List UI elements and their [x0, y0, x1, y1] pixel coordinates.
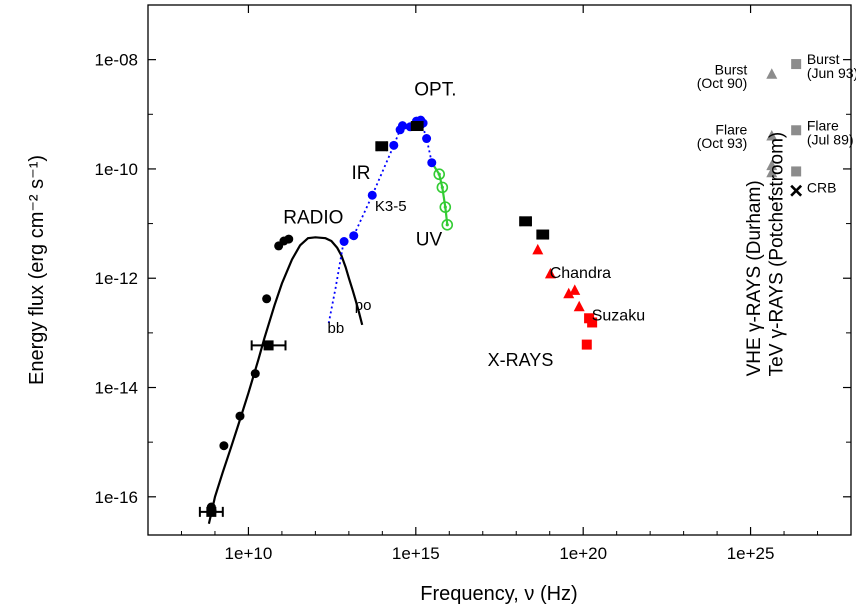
point-UV-center	[444, 206, 447, 209]
x-tick-label: 1e+20	[559, 544, 607, 563]
y-tick-label: 1e-10	[95, 160, 138, 179]
x-axis-title: Frequency, ν (Hz)	[420, 583, 577, 605]
point-X-RAYS	[538, 230, 548, 240]
annotation-label: (Jul 89)	[807, 132, 854, 148]
point-RADIO	[262, 294, 271, 303]
annotation-label: bb	[327, 320, 344, 337]
point-IR	[427, 158, 436, 167]
point-TeV γ-RAYS (Potchefstroom)	[791, 59, 801, 69]
annotation-label: UV	[416, 229, 443, 250]
annotation-label: IR	[352, 163, 371, 184]
annotation-label: (Jun 93)	[807, 65, 856, 81]
data-points	[200, 59, 801, 517]
annotation-label: Chandra	[550, 265, 611, 282]
curve-po	[209, 237, 362, 524]
point-IR	[340, 237, 349, 246]
point-OPT.	[412, 121, 422, 131]
annotation-label: (Oct 90)	[697, 75, 748, 91]
point-Suzaku	[582, 340, 592, 350]
point-RADIO	[235, 412, 244, 421]
point-Chandra	[574, 301, 585, 312]
point-Chandra	[532, 244, 543, 255]
y-axis-title: Energy flux (erg cm⁻² s⁻¹)	[26, 155, 48, 385]
annotation-label: X-RAYS	[488, 350, 554, 370]
point-UV-center	[438, 173, 441, 176]
annotation-label: (Oct 93)	[697, 135, 748, 151]
annotation-label: po	[355, 297, 372, 314]
x-tick-label: 1e+25	[727, 544, 775, 563]
point-RADIO	[219, 441, 228, 450]
point-UV-center	[441, 186, 444, 189]
annotation-label: RADIO	[283, 208, 343, 229]
point-RADIO	[284, 235, 293, 244]
point-UV-center	[446, 223, 449, 226]
point-TeV γ-RAYS (Potchefstroom)	[791, 125, 801, 135]
y-tick-label: 1e-12	[95, 269, 138, 288]
point-X-RAYS	[521, 216, 531, 226]
y-tick-label: 1e-14	[95, 379, 138, 398]
point-IR	[389, 141, 398, 150]
point-OPT.	[377, 141, 387, 151]
point-VHE γ-RAYS (Durham)	[766, 68, 777, 79]
point-IR	[422, 134, 431, 143]
y-tick-label: 1e-08	[95, 51, 138, 70]
vertical-band-label: TeV γ-RAYS (Potchefstroom)	[767, 132, 788, 377]
point-RADIO	[264, 340, 274, 350]
point-Chandra	[569, 284, 580, 295]
point-RADIO	[206, 507, 216, 517]
annotation-label: K3-5	[375, 198, 407, 215]
point-TeV γ-RAYS (Potchefstroom)	[791, 166, 801, 176]
point-IR	[349, 231, 358, 240]
annotation-label: CRB	[807, 180, 837, 196]
y-tick-label: 1e-16	[95, 488, 138, 507]
point-IR	[398, 121, 407, 130]
annotation-label: OPT.	[414, 80, 456, 101]
annotation-label: Suzaku	[592, 307, 645, 324]
x-tick-label: 1e+15	[392, 544, 440, 563]
vertical-band-label: VHE γ-RAYS (Durham)	[744, 180, 765, 376]
x-tick-label: 1e+10	[225, 544, 273, 563]
point-RADIO	[251, 369, 260, 378]
